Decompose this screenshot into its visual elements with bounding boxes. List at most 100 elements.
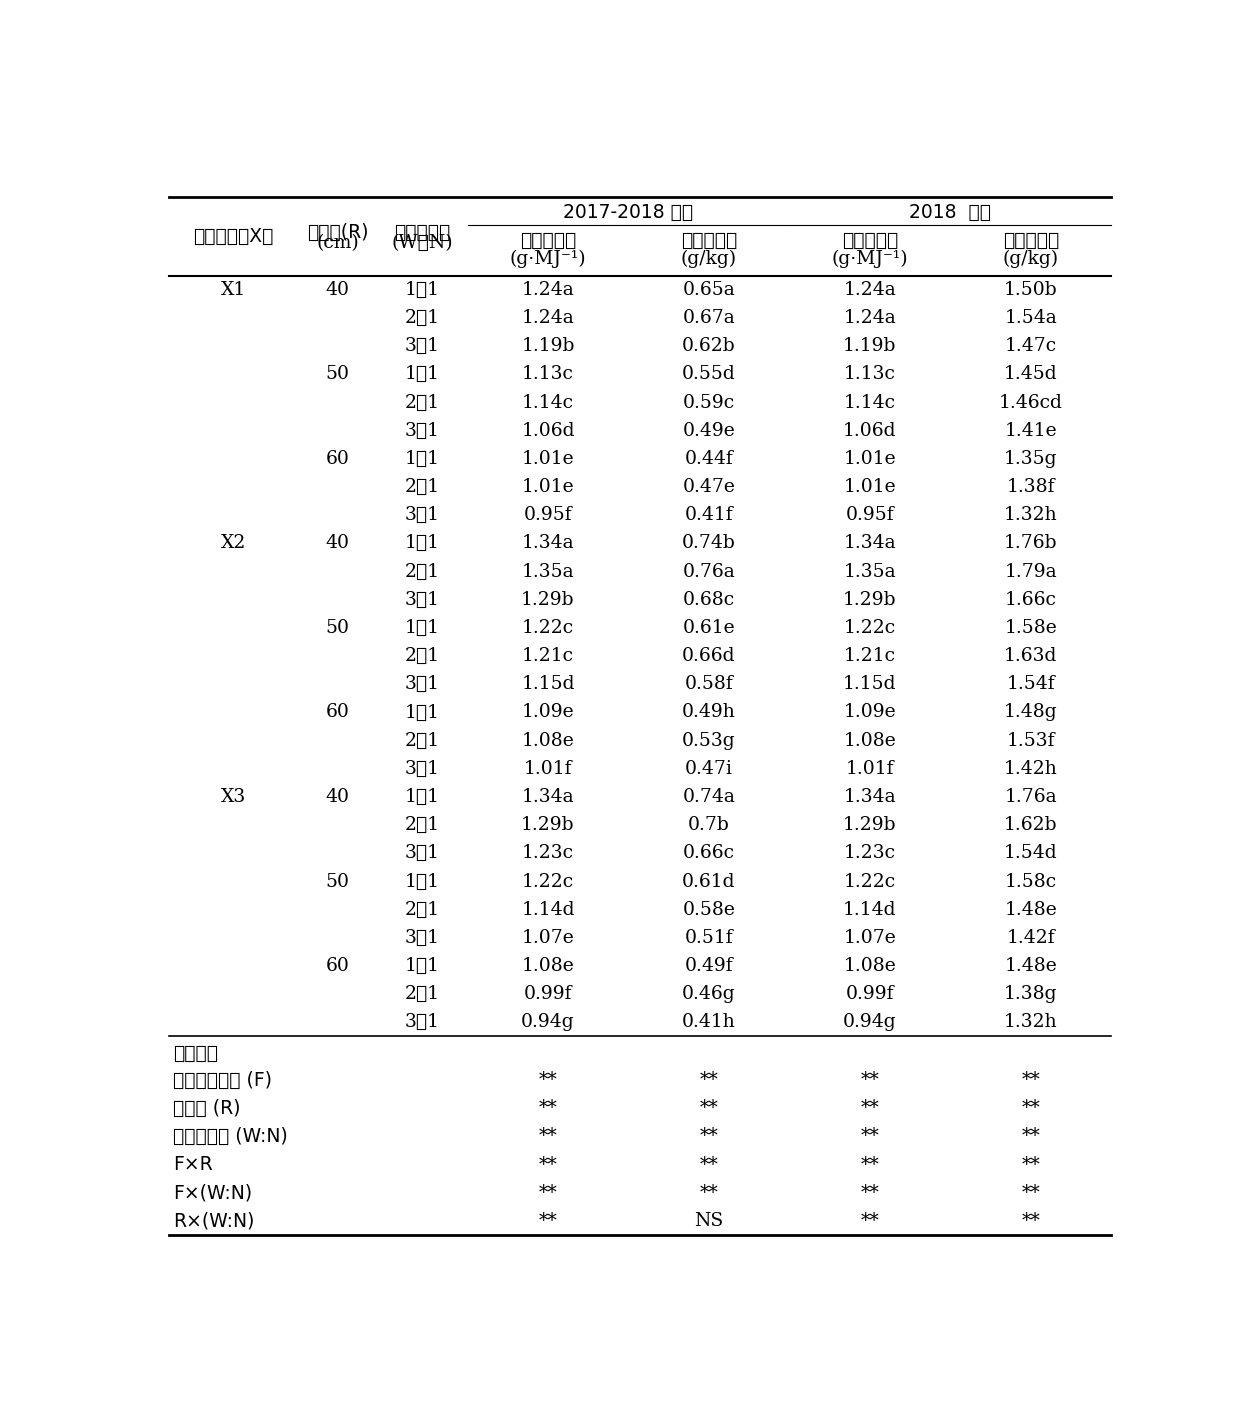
Text: 0.51f: 0.51f — [684, 929, 733, 947]
Text: 1.22c: 1.22c — [522, 619, 574, 636]
Text: **: ** — [538, 1155, 558, 1174]
Text: 1.14d: 1.14d — [521, 901, 575, 919]
Text: NS: NS — [694, 1212, 724, 1230]
Text: 0.61d: 0.61d — [682, 872, 735, 891]
Text: 3：1: 3：1 — [405, 929, 440, 947]
Text: R×(W:N): R×(W:N) — [174, 1212, 254, 1230]
Text: 1.14d: 1.14d — [843, 901, 897, 919]
Text: 1.22c: 1.22c — [522, 872, 574, 891]
Text: 1.23c: 1.23c — [522, 844, 574, 863]
Text: 光能利用率: 光能利用率 — [842, 230, 898, 250]
Text: 1.76a: 1.76a — [1004, 788, 1056, 806]
Text: 1.24a: 1.24a — [522, 281, 574, 298]
Text: **: ** — [699, 1184, 718, 1202]
Text: 1.32h: 1.32h — [1004, 506, 1058, 525]
Text: 0.41f: 0.41f — [684, 506, 733, 525]
Text: 2：1: 2：1 — [405, 393, 440, 411]
Text: 1.19b: 1.19b — [521, 337, 575, 355]
Text: 0.68c: 0.68c — [683, 591, 735, 609]
Text: X2: X2 — [221, 534, 246, 553]
Text: X1: X1 — [221, 281, 246, 298]
Text: **: ** — [1022, 1072, 1040, 1089]
Text: 1：1: 1：1 — [405, 788, 440, 806]
Text: 40: 40 — [325, 281, 350, 298]
Text: 1.29b: 1.29b — [521, 816, 575, 834]
Text: 2：1: 2：1 — [405, 310, 440, 327]
Text: 1.14c: 1.14c — [844, 393, 895, 411]
Text: 0.58e: 0.58e — [682, 901, 735, 919]
Text: 1.13c: 1.13c — [844, 365, 895, 383]
Text: 1.23c: 1.23c — [844, 844, 895, 863]
Text: 1.08e: 1.08e — [843, 957, 897, 976]
Text: 1.48e: 1.48e — [1004, 957, 1058, 976]
Text: 1.38g: 1.38g — [1004, 986, 1058, 1003]
Text: 1.41e: 1.41e — [1004, 421, 1056, 440]
Text: 1.09e: 1.09e — [522, 704, 574, 721]
Text: 1：1: 1：1 — [405, 704, 440, 721]
Text: 1.08e: 1.08e — [522, 957, 574, 976]
Text: 1.06d: 1.06d — [843, 421, 897, 440]
Text: **: ** — [538, 1212, 558, 1230]
Text: 0.41h: 0.41h — [682, 1014, 735, 1031]
Text: **: ** — [538, 1184, 558, 1202]
Text: 1.62b: 1.62b — [1004, 816, 1058, 834]
Text: 1.46cd: 1.46cd — [998, 393, 1063, 411]
Text: 2：1: 2：1 — [405, 648, 440, 665]
Text: 2017-2018 武汉: 2017-2018 武汉 — [563, 202, 693, 222]
Text: 1.24a: 1.24a — [522, 310, 574, 327]
Text: 1.01e: 1.01e — [843, 478, 897, 496]
Text: 50: 50 — [325, 872, 350, 891]
Text: 3：1: 3：1 — [405, 759, 440, 778]
Text: 1.08e: 1.08e — [843, 731, 897, 749]
Text: **: ** — [861, 1184, 879, 1202]
Text: 1.50b: 1.50b — [1004, 281, 1058, 298]
Text: **: ** — [1022, 1184, 1040, 1202]
Text: 1.35a: 1.35a — [843, 563, 897, 581]
Text: 0.62b: 0.62b — [682, 337, 735, 355]
Text: 宽窄行配置: 宽窄行配置 — [394, 222, 450, 242]
Text: 0.66d: 0.66d — [682, 648, 735, 665]
Text: 1.35g: 1.35g — [1004, 450, 1058, 468]
Text: 0.53g: 0.53g — [682, 731, 735, 749]
Text: **: ** — [699, 1127, 718, 1145]
Text: 1.32h: 1.32h — [1004, 1014, 1058, 1031]
Text: 1.42f: 1.42f — [1007, 929, 1055, 947]
Text: 宽窄行配置 (W:N): 宽窄行配置 (W:N) — [174, 1127, 288, 1145]
Text: 0.95f: 0.95f — [523, 506, 573, 525]
Text: 40: 40 — [325, 788, 350, 806]
Text: 总行距(R): 总行距(R) — [306, 222, 368, 242]
Text: 50: 50 — [325, 365, 350, 383]
Text: 1.79a: 1.79a — [1004, 563, 1056, 581]
Text: **: ** — [1022, 1127, 1040, 1145]
Text: 1.29b: 1.29b — [843, 816, 897, 834]
Text: 1：1: 1：1 — [405, 365, 440, 383]
Text: 1.58e: 1.58e — [1004, 619, 1058, 636]
Text: 0.49f: 0.49f — [684, 957, 733, 976]
Text: 2：1: 2：1 — [405, 563, 440, 581]
Text: 1.22c: 1.22c — [843, 872, 895, 891]
Text: 1.34a: 1.34a — [522, 534, 574, 553]
Text: 0.47i: 0.47i — [684, 759, 733, 778]
Text: 3：1: 3：1 — [405, 591, 440, 609]
Text: 1.13c: 1.13c — [522, 365, 574, 383]
Text: 1.76b: 1.76b — [1004, 534, 1058, 553]
Text: 60: 60 — [325, 704, 350, 721]
Text: 1.54a: 1.54a — [1004, 310, 1058, 327]
Text: 1.15d: 1.15d — [843, 676, 897, 693]
Text: 水分利用率: 水分利用率 — [681, 230, 737, 250]
Text: **: ** — [861, 1099, 879, 1117]
Text: **: ** — [538, 1127, 558, 1145]
Text: 1.07e: 1.07e — [522, 929, 574, 947]
Text: 2：1: 2：1 — [405, 901, 440, 919]
Text: **: ** — [699, 1155, 718, 1174]
Text: 0.61e: 0.61e — [682, 619, 735, 636]
Text: 1.09e: 1.09e — [843, 704, 897, 721]
Text: 1.19b: 1.19b — [843, 337, 897, 355]
Text: (g·MJ⁻¹): (g·MJ⁻¹) — [832, 250, 908, 269]
Text: 0.59c: 0.59c — [683, 393, 735, 411]
Text: 1：1: 1：1 — [405, 534, 440, 553]
Text: 0.65a: 0.65a — [682, 281, 735, 298]
Text: 3：1: 3：1 — [405, 421, 440, 440]
Text: 1.48e: 1.48e — [1004, 901, 1058, 919]
Text: 1.63d: 1.63d — [1004, 648, 1058, 665]
